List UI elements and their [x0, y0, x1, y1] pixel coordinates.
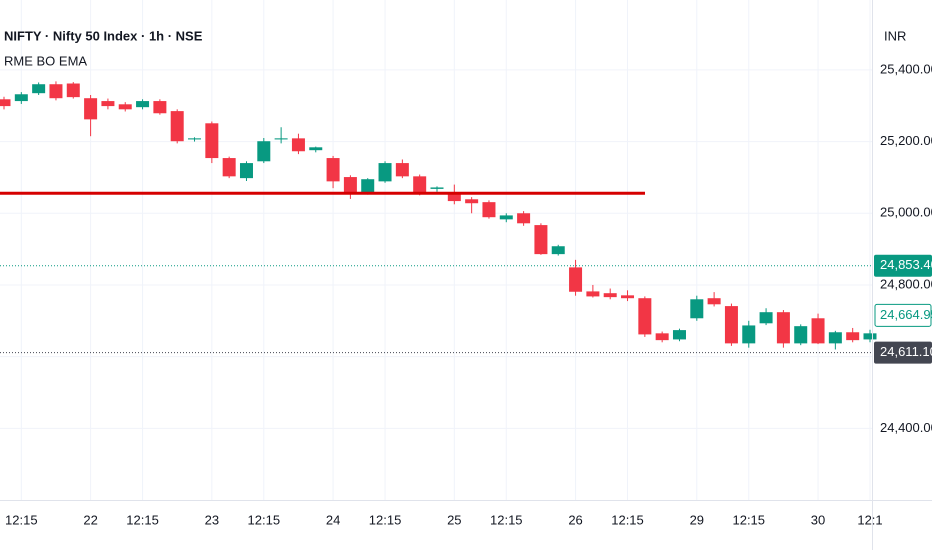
- x-tick-label: 26: [568, 512, 582, 527]
- candle-body: [326, 158, 340, 182]
- candle-body: [517, 213, 531, 224]
- x-tick-label: 12:15: [126, 512, 159, 527]
- candle-body: [205, 123, 219, 159]
- candle-body: [447, 193, 461, 202]
- candle-body: [863, 333, 877, 340]
- y-tick-label: 25,400.00: [880, 61, 932, 76]
- candle-body: [655, 333, 669, 341]
- candle-body: [724, 306, 738, 344]
- candle-body: [66, 83, 80, 98]
- x-tick-label: 12:15: [369, 512, 402, 527]
- y-tick-label: 24,800.00: [880, 276, 932, 291]
- candle-body: [690, 299, 704, 319]
- candle-body: [0, 99, 11, 107]
- candle-body: [361, 179, 375, 194]
- candle-body: [309, 147, 323, 151]
- candle-body: [14, 94, 28, 102]
- candle-body: [638, 298, 652, 335]
- price-label: 24,853.40: [880, 257, 932, 272]
- candle-body: [395, 163, 409, 177]
- candle-body: [672, 330, 686, 340]
- candle-body: [828, 332, 842, 344]
- price-label: 24,664.95: [880, 307, 932, 322]
- x-tick-label: 12:1: [857, 512, 882, 527]
- candle-body: [794, 326, 808, 344]
- candle-body: [742, 325, 756, 344]
- candle-body: [222, 158, 236, 177]
- x-tick-label: 30: [811, 512, 825, 527]
- candle-body: [291, 138, 305, 152]
- x-tick-label: 22: [83, 512, 97, 527]
- price-label-box: [874, 254, 932, 277]
- axes: 24,400.0024,600.0024,800.0025,000.0025,2…: [5, 61, 932, 527]
- marks: [0, 81, 877, 354]
- candle-body: [32, 84, 46, 94]
- x-tick-label: 12:15: [248, 512, 281, 527]
- candle-body: [621, 295, 635, 299]
- candle-body: [274, 138, 288, 140]
- candle-body: [776, 312, 790, 344]
- x-tick-label: 12:15: [5, 512, 38, 527]
- y-tick-label: 24,400.00: [880, 420, 932, 435]
- candle-body: [239, 163, 253, 179]
- candle-body: [153, 101, 167, 114]
- y-tick-label: 25,000.00: [880, 205, 932, 220]
- candle-body: [49, 84, 63, 99]
- candle-body: [499, 215, 513, 220]
- x-tick-label: 12:15: [732, 512, 765, 527]
- x-tick-label: 25: [447, 512, 461, 527]
- candle-body: [170, 111, 184, 142]
- grid: [0, 0, 872, 500]
- candle-body: [84, 98, 98, 120]
- x-tick-label: 24: [326, 512, 340, 527]
- candle-body: [811, 318, 825, 344]
- candle-body: [413, 176, 427, 194]
- indicator-name: RME BO EMA: [4, 53, 87, 68]
- candle-body: [534, 225, 548, 255]
- candle-body: [188, 138, 202, 140]
- candle-body: [136, 101, 150, 108]
- candle-body: [257, 141, 271, 162]
- candle-body: [343, 177, 357, 194]
- candle-body: [551, 246, 565, 255]
- candle-body: [430, 187, 444, 189]
- candle-body: [707, 298, 721, 305]
- price-label: 24,611.10: [880, 344, 932, 359]
- candle-body: [846, 332, 860, 341]
- candle-body: [378, 163, 392, 182]
- price-label-box: [874, 341, 932, 364]
- x-tick-label: 23: [205, 512, 219, 527]
- candle-body: [759, 312, 773, 324]
- x-tick-label: 12:15: [611, 512, 644, 527]
- x-tick-label: 29: [690, 512, 704, 527]
- x-tick-label: 12:15: [490, 512, 523, 527]
- candle-body: [482, 202, 496, 218]
- candle-body: [569, 267, 583, 292]
- candle-body: [603, 293, 617, 298]
- candle-body: [465, 199, 479, 204]
- price-label-box: [874, 303, 932, 327]
- y-tick-label: 25,200.00: [880, 133, 932, 148]
- currency: INR: [884, 28, 906, 43]
- candle-body: [101, 101, 115, 107]
- chart-title: NIFTY · Nifty 50 Index · 1h · NSE: [4, 28, 203, 43]
- candle-body: [118, 104, 132, 110]
- candle-body: [586, 291, 600, 297]
